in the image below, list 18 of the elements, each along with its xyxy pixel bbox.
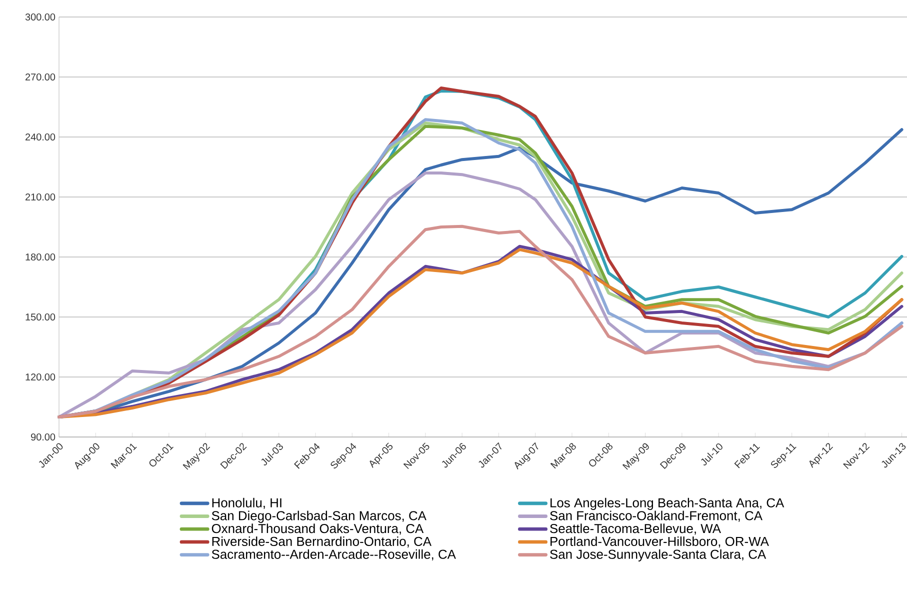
legend-label: Sacramento--Arden-Arcade--Roseville, CA [212,549,456,560]
legend-label: San Diego-Carlsbad-San Marcos, CA [212,510,426,523]
legend-label: Honolulu, HI [212,498,282,509]
y-tick-label: 210.00 [26,193,56,201]
legend-label: Portland-Vancouver-Hillsboro, OR-WA [550,536,769,548]
legend-label: Los Angeles-Long Beach-Santa Ana, CA [550,498,784,510]
y-tick-label: 240.00 [26,133,56,141]
y-tick-label: 120.00 [26,373,56,381]
legend-label: San Jose-Sunnyvale-Santa Clara, CA [550,549,766,562]
legend-label: San Francisco-Oakland-Fremont, CA [550,510,762,522]
y-tick-label: 150.00 [26,313,56,321]
y-tick-label: 270.00 [26,73,56,81]
y-tick-label: 300.00 [25,13,56,21]
y-tick-label: 180.00 [26,253,56,261]
legend-label: Riverside-San Bernardino-Ontario, CA [212,536,432,548]
legend-label: Seattle-Tacoma-Bellevue, WA [550,524,721,535]
legend-label: Oxnard-Thousand Oaks-Ventura, CA [212,524,424,535]
y-tick-label: 90.00 [31,433,56,441]
